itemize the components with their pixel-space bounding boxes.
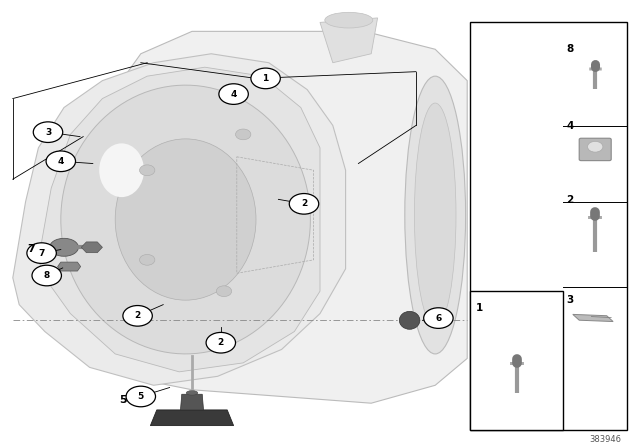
Circle shape — [140, 165, 155, 176]
Circle shape — [424, 308, 453, 328]
Polygon shape — [320, 18, 378, 63]
Text: 2: 2 — [218, 338, 224, 347]
Text: 8: 8 — [566, 44, 573, 54]
Ellipse shape — [115, 139, 256, 300]
Circle shape — [33, 122, 63, 142]
Text: 1: 1 — [262, 74, 269, 83]
Ellipse shape — [415, 103, 456, 327]
Polygon shape — [573, 314, 613, 322]
Text: 3: 3 — [45, 128, 51, 137]
Text: 4: 4 — [230, 90, 237, 99]
Text: 7: 7 — [38, 249, 45, 258]
Circle shape — [123, 306, 152, 326]
Ellipse shape — [99, 143, 144, 197]
Polygon shape — [150, 410, 234, 426]
Text: 2: 2 — [566, 195, 573, 205]
Bar — [470, 291, 563, 430]
Text: 7: 7 — [28, 244, 35, 254]
Polygon shape — [13, 54, 346, 385]
Circle shape — [588, 142, 603, 152]
Ellipse shape — [186, 391, 198, 395]
Circle shape — [289, 194, 319, 214]
Polygon shape — [38, 67, 320, 372]
Ellipse shape — [405, 76, 466, 354]
Text: 6: 6 — [435, 314, 442, 323]
FancyBboxPatch shape — [579, 138, 611, 161]
Ellipse shape — [50, 238, 79, 256]
Ellipse shape — [324, 12, 372, 28]
Polygon shape — [81, 242, 102, 253]
Polygon shape — [180, 394, 204, 410]
Circle shape — [140, 254, 155, 265]
Circle shape — [216, 286, 232, 297]
Circle shape — [251, 68, 280, 89]
Ellipse shape — [399, 311, 420, 329]
Text: 1: 1 — [476, 303, 483, 313]
Text: 383946: 383946 — [589, 435, 621, 444]
Circle shape — [32, 265, 61, 286]
Polygon shape — [58, 262, 81, 271]
Polygon shape — [61, 85, 310, 354]
Text: 3: 3 — [566, 295, 573, 305]
Text: 5: 5 — [119, 395, 127, 405]
Text: 8: 8 — [44, 271, 50, 280]
Circle shape — [236, 129, 251, 140]
Circle shape — [206, 332, 236, 353]
Text: 4: 4 — [566, 121, 574, 131]
Circle shape — [46, 151, 76, 172]
Polygon shape — [115, 31, 467, 403]
Text: 4: 4 — [58, 157, 64, 166]
Text: 2: 2 — [301, 199, 307, 208]
Circle shape — [27, 243, 56, 263]
Bar — [470, 22, 627, 430]
Text: 5: 5 — [138, 392, 144, 401]
Text: 2: 2 — [134, 311, 141, 320]
Circle shape — [219, 84, 248, 104]
Circle shape — [126, 386, 156, 407]
